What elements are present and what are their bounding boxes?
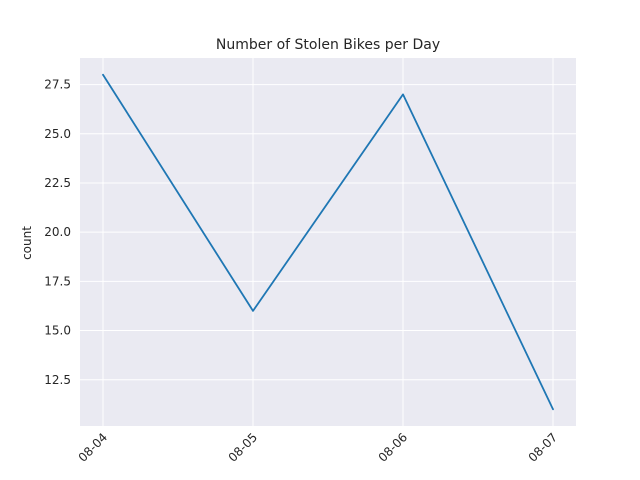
grid-lines	[80, 58, 576, 426]
x-tick-labels: 08-04 08-05 08-06 08-07	[76, 430, 561, 465]
y-tick-label: 27.5	[44, 78, 71, 92]
series-layer	[102, 73, 554, 411]
y-tick-label: 22.5	[44, 176, 71, 190]
y-tick-label: 15.0	[44, 324, 71, 338]
y-tick-label: 25.0	[44, 127, 71, 141]
series-line	[102, 73, 554, 411]
y-tick-label: 20.0	[44, 225, 71, 239]
x-tick-label: 08-07	[526, 430, 561, 465]
chart-title: Number of Stolen Bikes per Day	[216, 37, 440, 53]
x-tick-label: 08-05	[226, 430, 261, 465]
plot-area	[80, 58, 576, 426]
y-axis-label: count	[20, 226, 34, 260]
y-tick-label: 17.5	[44, 274, 71, 288]
y-tick-labels: 12.5 15.0 17.5 20.0 22.5 25.0 27.5	[44, 78, 71, 387]
x-tick-label: 08-06	[376, 430, 411, 465]
x-tick-label: 08-04	[76, 430, 111, 465]
y-tick-label: 12.5	[44, 373, 71, 387]
